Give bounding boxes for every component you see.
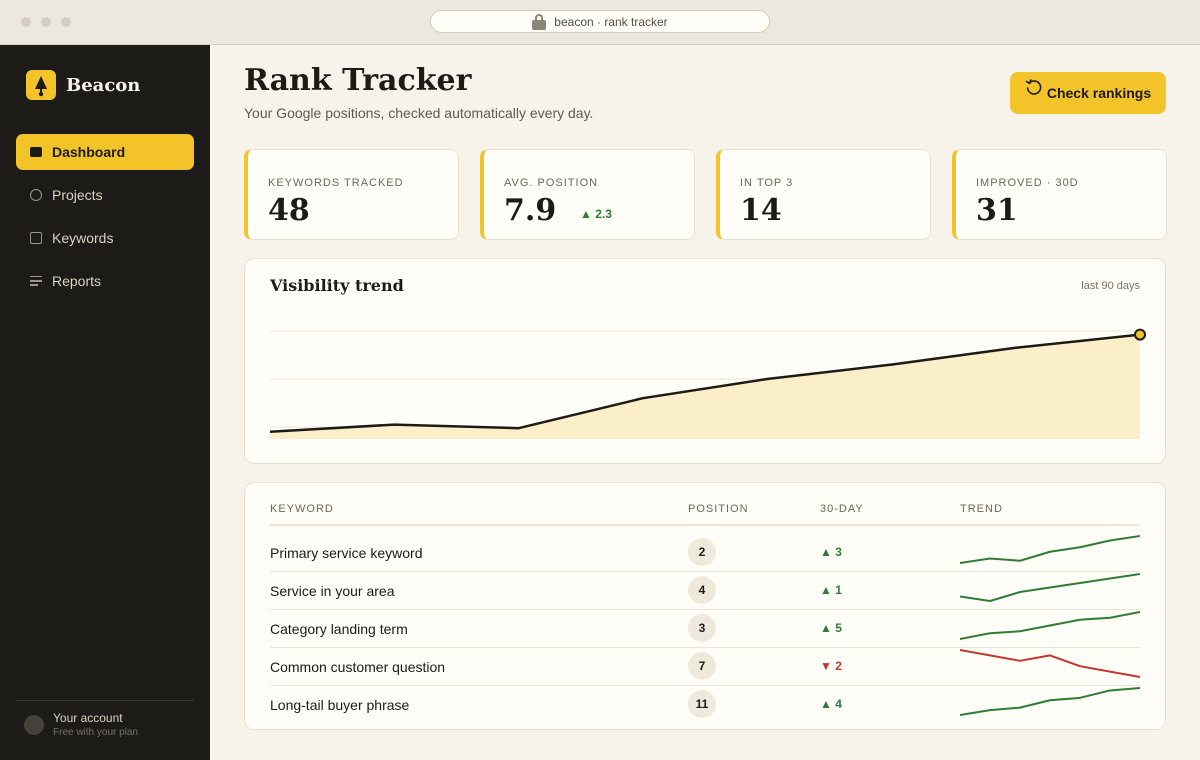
- sparkline-path: [960, 611, 1140, 640]
- main-content: Rank Tracker Your Google positions, chec…: [210, 45, 1200, 760]
- check-rankings-button[interactable]: Check rankings: [1010, 72, 1166, 114]
- account-menu[interactable]: Your account Free with your plan: [16, 700, 194, 738]
- column-header-30-day[interactable]: 30-DAY: [820, 503, 864, 515]
- sidebar-item-reports[interactable]: Reports: [16, 263, 194, 299]
- header-divider: [270, 524, 1140, 526]
- sparkline-path: [960, 649, 1140, 678]
- sparkline-path: [960, 535, 1140, 564]
- list-icon: [30, 276, 42, 286]
- position-badge: 4: [688, 576, 716, 604]
- brand[interactable]: Beacon: [26, 70, 140, 100]
- delta-cell: ▲ 5: [820, 621, 842, 635]
- window-close-dot[interactable]: [21, 17, 31, 27]
- row-divider: [270, 571, 1140, 572]
- refresh-icon: [1025, 78, 1043, 96]
- kpi-label: AVG. POSITION: [504, 177, 599, 189]
- keyword-cell: Primary service keyword: [270, 545, 423, 561]
- trend-sparkline: [960, 535, 1140, 564]
- beacon-logo-icon: [26, 70, 56, 100]
- kpi-value: 48: [268, 193, 310, 228]
- keyword-cell: Common customer question: [270, 659, 446, 675]
- position-badge: 3: [688, 614, 716, 642]
- table-row[interactable]: Common customer question 7 ▼ 2: [270, 647, 1140, 685]
- account-plan: Free with your plan: [53, 727, 139, 738]
- position-badge: 7: [688, 652, 716, 680]
- delta-cell: ▲ 4: [820, 697, 842, 711]
- avatar: [24, 714, 44, 735]
- sidebar-nav: Dashboard Projects Keywords Reports: [16, 134, 194, 306]
- window-maximize-dot[interactable]: [61, 17, 71, 27]
- account-name: Your account: [53, 711, 123, 725]
- page-title: Rank Tracker: [244, 63, 472, 98]
- sidebar-item-dashboard[interactable]: Dashboard: [16, 134, 194, 170]
- sidebar-item-projects[interactable]: Projects: [16, 177, 194, 213]
- sparkline-path: [960, 687, 1140, 716]
- kpi-label: KEYWORDS TRACKED: [268, 177, 404, 189]
- trend-sparkline: [960, 649, 1140, 678]
- column-header-position[interactable]: POSITION: [688, 503, 749, 515]
- address-bar[interactable]: beacon · rank tracker: [430, 10, 770, 33]
- kpi-avg-position: AVG. POSITION 7.9 ▲ 2.3: [480, 149, 695, 240]
- position-badge: 11: [688, 690, 716, 718]
- keyword-cell: Service in your area: [270, 583, 395, 599]
- trend-sparkline: [960, 611, 1140, 640]
- kpi-value: 7.9: [504, 193, 557, 228]
- visibility-line: [269, 333, 1141, 434]
- address-text: beacon · rank tracker: [554, 14, 668, 29]
- lock-icon: [532, 13, 547, 30]
- sidebar-item-keywords[interactable]: Keywords: [16, 220, 194, 256]
- position-badge: 2: [688, 538, 716, 566]
- row-divider: [270, 685, 1140, 686]
- trend-title: Visibility trend: [270, 276, 404, 295]
- kpi-delta: ▲ 2.3: [580, 207, 612, 221]
- sidebar-item-label: Projects: [52, 187, 103, 203]
- sidebar: Beacon Dashboard Projects Keywords Repor…: [0, 45, 210, 760]
- delta-cell: ▲ 3: [820, 545, 842, 559]
- trend-sparkline: [960, 573, 1140, 602]
- delta-cell: ▼ 2: [820, 659, 842, 673]
- visibility-area: [270, 334, 1140, 439]
- sidebar-item-label: Reports: [52, 273, 102, 289]
- sparkline-path: [960, 573, 1140, 602]
- delta-cell: ▲ 1: [820, 583, 842, 597]
- kpi-value: 14: [740, 193, 782, 228]
- kpi-value: 31: [976, 193, 1018, 228]
- kpi-keywords-tracked: KEYWORDS TRACKED 48: [244, 149, 459, 240]
- visibility-chart: [269, 328, 1146, 439]
- table-row[interactable]: Long-tail buyer phrase 11 ▲ 4: [270, 685, 1140, 723]
- keyword-cell: Category landing term: [270, 621, 408, 637]
- latest-point-marker[interactable]: [1134, 328, 1146, 341]
- page-subtitle: Your Google positions, checked automatic…: [244, 105, 594, 121]
- square-icon: [30, 232, 42, 244]
- table-row[interactable]: Category landing term 3 ▲ 5: [270, 609, 1140, 647]
- sidebar-item-label: Dashboard: [52, 144, 126, 160]
- dashboard-icon: [30, 147, 42, 157]
- sidebar-item-label: Keywords: [52, 230, 114, 246]
- trend-sparkline: [960, 687, 1140, 716]
- column-header-keyword[interactable]: KEYWORD: [270, 503, 334, 515]
- window-minimize-dot[interactable]: [41, 17, 51, 27]
- check-rankings-label: Check rankings: [1046, 85, 1152, 101]
- kpi-label: IMPROVED · 30D: [976, 177, 1079, 189]
- table-row[interactable]: Service in your area 4 ▲ 1: [270, 571, 1140, 609]
- browser-chrome: beacon · rank tracker: [0, 0, 1200, 45]
- row-divider: [270, 647, 1140, 648]
- keywords-table: KEYWORD POSITION 30-DAY TREND Primary se…: [244, 482, 1166, 730]
- trend-range-note: last 90 days: [1081, 280, 1140, 292]
- brand-name: Beacon: [66, 74, 141, 96]
- kpi-label: IN TOP 3: [740, 177, 794, 189]
- table-row[interactable]: Primary service keyword 2 ▲ 3: [270, 533, 1140, 571]
- visibility-trend-card: Visibility trend last 90 days: [244, 258, 1166, 464]
- row-divider: [270, 609, 1140, 610]
- circle-icon: [30, 189, 42, 201]
- keyword-cell: Long-tail buyer phrase: [270, 697, 410, 713]
- column-header-trend[interactable]: TREND: [960, 503, 1003, 515]
- kpi-improved-30d: IMPROVED · 30D 31: [952, 149, 1167, 240]
- kpi-in-top-3: IN TOP 3 14: [716, 149, 931, 240]
